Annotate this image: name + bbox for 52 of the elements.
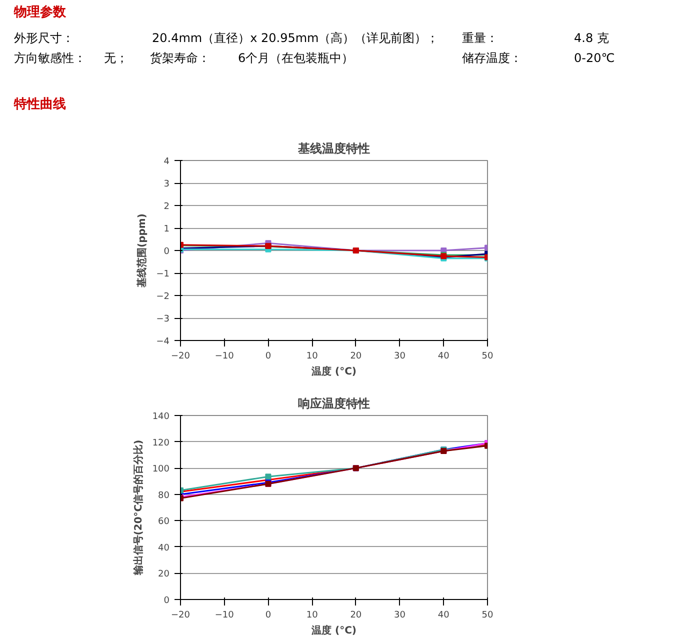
y-axis-title: 输出信号(20°C信号的百分比) — [132, 440, 144, 576]
y-tick-label: −4 — [156, 337, 170, 347]
y-tick-label: 1 — [164, 224, 170, 234]
x-tick-label: −20 — [171, 610, 190, 620]
text: 物理参数 — [14, 4, 66, 22]
x-tick-label: 10 — [306, 352, 318, 362]
x-tick-label: 0 — [265, 610, 272, 620]
y-tick-label: 80 — [158, 490, 170, 501]
x-tick-label: 50 — [482, 610, 494, 620]
text: 4.8 克 — [574, 30, 609, 47]
x-tick-label: −10 — [214, 610, 234, 620]
y-tick-label: 2 — [164, 202, 170, 212]
y-tick-label: 40 — [158, 543, 170, 554]
y-tick-label: 20 — [158, 570, 170, 580]
chart-title: 基线温度特性 — [297, 142, 370, 156]
y-tick-label: 0 — [164, 247, 170, 257]
x-tick-label: 10 — [306, 610, 318, 620]
y-tick-label: −3 — [156, 314, 170, 324]
text: 0-20℃ — [574, 50, 615, 67]
y-tick-label: 100 — [152, 464, 170, 475]
text: 外形尺寸： — [14, 30, 74, 47]
x-tick-label: 30 — [394, 352, 406, 362]
x-tick-label: −20 — [171, 352, 190, 362]
x-tick-label: 50 — [482, 352, 494, 362]
y-axis-title: 基线范围(ppm) — [136, 214, 148, 288]
text: 6个月（在包装瓶中） — [238, 50, 354, 67]
x-axis-title: 温度 (°C) — [310, 624, 356, 636]
y-tick-label: 0 — [164, 596, 170, 606]
y-tick-label: −1 — [156, 270, 170, 280]
text: 重量： — [462, 30, 498, 47]
point — [265, 474, 272, 480]
y-tick-label: 120 — [152, 438, 170, 448]
x-tick-label: 0 — [265, 352, 272, 362]
text: 20.4mm（直径）x 20.95mm（高）（详见前图）； — [152, 30, 439, 47]
x-tick-label: 20 — [350, 352, 362, 362]
text: 货架寿命： — [150, 50, 210, 67]
y-tick-label: 3 — [164, 180, 170, 190]
text: 储存温度： — [462, 50, 522, 67]
y-tick-label: −2 — [156, 292, 170, 302]
x-tick-label: 40 — [438, 610, 450, 620]
y-tick-label: 140 — [152, 412, 170, 422]
y-tick-label: 4 — [164, 157, 170, 167]
text: 特性曲线 — [14, 96, 66, 114]
chart-title: 响应温度特性 — [298, 396, 370, 410]
x-tick-label: 20 — [350, 610, 362, 620]
x-axis-title: 温度 (°C) — [310, 366, 356, 378]
x-tick-label: 40 — [438, 352, 450, 362]
x-tick-label: −10 — [214, 352, 234, 362]
text: 方向敏感性： — [14, 50, 86, 67]
y-tick-label: 60 — [158, 517, 170, 528]
text: 无； — [104, 50, 128, 67]
x-tick-label: 30 — [394, 610, 406, 620]
